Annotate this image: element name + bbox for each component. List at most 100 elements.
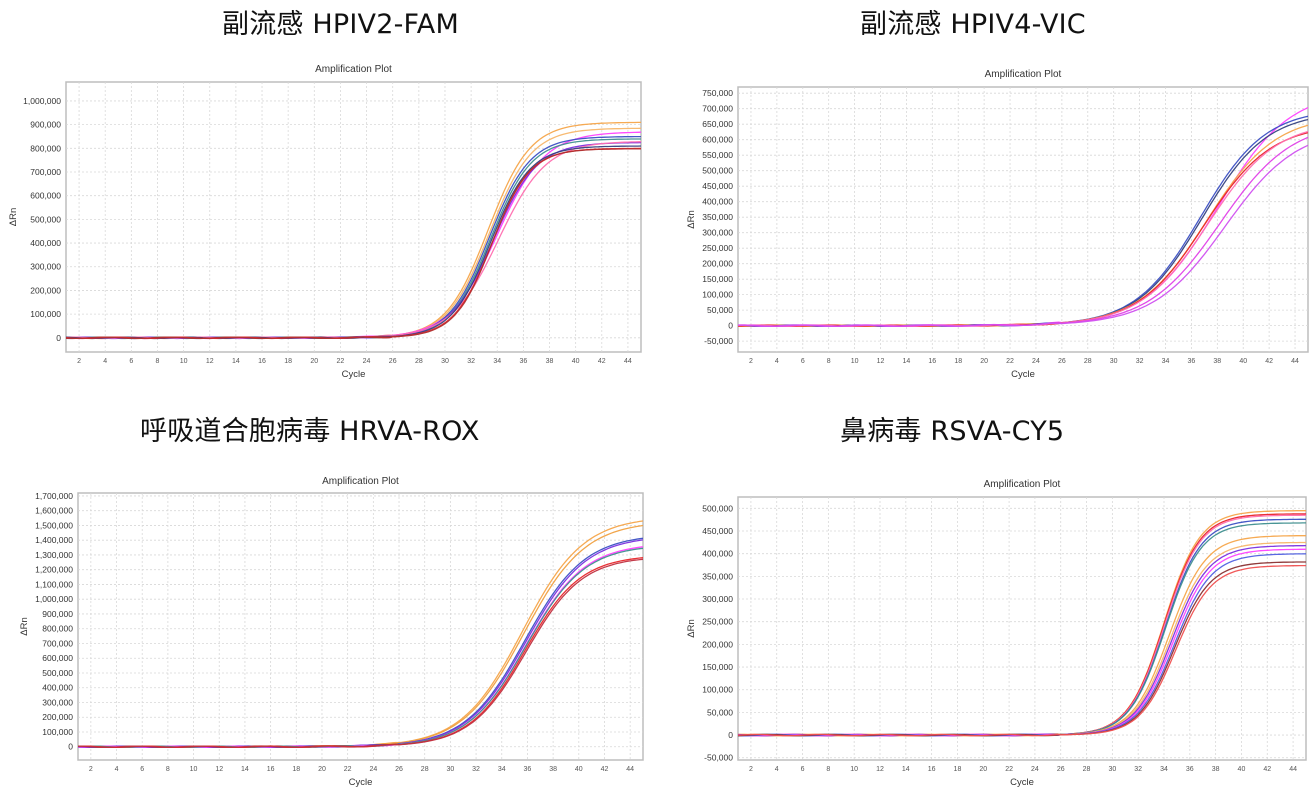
x-tick-label: 16 bbox=[258, 358, 266, 365]
x-tick-label: 42 bbox=[598, 358, 606, 365]
x-tick-label: 18 bbox=[954, 766, 962, 773]
x-tick-label: 10 bbox=[851, 358, 859, 365]
x-tick-label: 24 bbox=[363, 358, 371, 365]
plot-title: Amplification Plot bbox=[315, 64, 392, 75]
y-tick-label: 300,000 bbox=[42, 697, 73, 707]
y-tick-label: 0 bbox=[68, 742, 73, 752]
plot-title: Amplification Plot bbox=[322, 476, 399, 487]
x-axis-label: Cycle bbox=[342, 369, 366, 380]
y-tick-label: 1,000,000 bbox=[23, 96, 61, 106]
x-tick-label: 4 bbox=[115, 766, 119, 773]
x-tick-label: 18 bbox=[954, 358, 962, 365]
y-tick-label: 400,000 bbox=[30, 238, 61, 248]
x-tick-label: 12 bbox=[877, 358, 885, 365]
amplification-curves bbox=[78, 520, 643, 749]
y-tick-label: 600,000 bbox=[30, 191, 61, 201]
plot-area bbox=[737, 86, 1309, 353]
x-tick-label: 20 bbox=[979, 766, 987, 773]
amplification-curves bbox=[738, 510, 1306, 737]
x-tick-label: 4 bbox=[775, 358, 779, 365]
x-tick-label: 20 bbox=[980, 358, 988, 365]
y-tick-label: 200,000 bbox=[30, 285, 61, 295]
x-tick-label: 10 bbox=[850, 766, 858, 773]
y-tick-label: 100,000 bbox=[702, 685, 733, 695]
y-tick-label: 600,000 bbox=[42, 653, 73, 663]
x-tick-label: 28 bbox=[415, 358, 423, 365]
x-tick-label: 2 bbox=[749, 766, 753, 773]
y-axis-label: ΔRn bbox=[19, 617, 30, 636]
x-tick-label: 4 bbox=[103, 358, 107, 365]
x-tick-label: 32 bbox=[1134, 766, 1142, 773]
y-tick-label: 400,000 bbox=[42, 683, 73, 693]
y-tick-label: 50,000 bbox=[707, 707, 733, 717]
x-tick-label: 28 bbox=[1084, 358, 1092, 365]
curve-darkred-1 bbox=[66, 148, 641, 340]
y-tick-label: 700,000 bbox=[42, 638, 73, 648]
y-tick-label: -50,000 bbox=[704, 753, 733, 763]
y-tick-label: -50,000 bbox=[704, 336, 733, 346]
x-tick-label: 34 bbox=[498, 766, 506, 773]
y-tick-label: 50,000 bbox=[707, 305, 733, 315]
y-tick-label: 300,000 bbox=[30, 262, 61, 272]
x-tick-label: 20 bbox=[310, 358, 318, 365]
y-tick-label: 250,000 bbox=[702, 617, 733, 627]
y-tick-label: 0 bbox=[56, 333, 61, 343]
plot-area bbox=[737, 496, 1307, 761]
x-tick-label: 8 bbox=[166, 766, 170, 773]
x-tick-label: 8 bbox=[827, 358, 831, 365]
x-tick-label: 20 bbox=[318, 766, 326, 773]
x-tick-label: 22 bbox=[337, 358, 345, 365]
x-tick-label: 18 bbox=[284, 358, 292, 365]
x-tick-label: 16 bbox=[928, 766, 936, 773]
y-tick-label: 300,000 bbox=[702, 594, 733, 604]
y-tick-label: 450,000 bbox=[702, 181, 733, 191]
x-tick-label: 38 bbox=[549, 766, 557, 773]
x-tick-label: 32 bbox=[467, 358, 475, 365]
x-tick-label: 14 bbox=[903, 358, 911, 365]
y-tick-label: 150,000 bbox=[702, 662, 733, 672]
x-tick-label: 26 bbox=[1058, 358, 1066, 365]
x-tick-label: 26 bbox=[395, 766, 403, 773]
x-tick-label: 28 bbox=[421, 766, 429, 773]
y-tick-label: 1,300,000 bbox=[35, 550, 73, 560]
y-tick-label: 400,000 bbox=[702, 197, 733, 207]
x-tick-label: 6 bbox=[129, 358, 133, 365]
x-tick-label: 12 bbox=[215, 766, 223, 773]
x-tick-label: 44 bbox=[1289, 766, 1297, 773]
y-tick-label: 500,000 bbox=[30, 214, 61, 224]
grid-lines bbox=[66, 82, 641, 352]
y-tick-label: 1,700,000 bbox=[35, 491, 73, 501]
x-tick-label: 36 bbox=[1186, 766, 1194, 773]
x-tick-label: 34 bbox=[493, 358, 501, 365]
x-tick-label: 38 bbox=[1213, 358, 1221, 365]
x-tick-label: 26 bbox=[389, 358, 397, 365]
y-tick-label: 200,000 bbox=[702, 639, 733, 649]
x-tick-label: 24 bbox=[1031, 766, 1039, 773]
y-tick-label: 650,000 bbox=[702, 119, 733, 129]
x-tick-label: 36 bbox=[519, 358, 527, 365]
amplification-curves bbox=[66, 121, 641, 340]
x-tick-label: 4 bbox=[775, 766, 779, 773]
x-tick-label: 18 bbox=[292, 766, 300, 773]
y-tick-label: 600,000 bbox=[702, 135, 733, 145]
x-tick-label: 40 bbox=[572, 358, 580, 365]
y-tick-label: 1,100,000 bbox=[35, 579, 73, 589]
y-tick-label: 100,000 bbox=[702, 290, 733, 300]
x-tick-label: 34 bbox=[1160, 766, 1168, 773]
y-tick-label: 1,500,000 bbox=[35, 520, 73, 530]
y-tick-label: 1,200,000 bbox=[35, 565, 73, 575]
x-tick-label: 30 bbox=[1108, 766, 1116, 773]
x-tick-label: 28 bbox=[1083, 766, 1091, 773]
curve-red-2 bbox=[738, 564, 1306, 737]
y-axis-label: ΔRn bbox=[686, 619, 697, 638]
y-tick-label: 300,000 bbox=[702, 228, 733, 238]
y-tick-label: 450,000 bbox=[702, 526, 733, 536]
x-tick-label: 8 bbox=[826, 766, 830, 773]
x-tick-label: 32 bbox=[472, 766, 480, 773]
x-tick-label: 16 bbox=[928, 358, 936, 365]
x-tick-label: 44 bbox=[1291, 358, 1299, 365]
y-tick-label: 750,000 bbox=[702, 88, 733, 98]
x-tick-label: 30 bbox=[1110, 358, 1118, 365]
x-tick-label: 30 bbox=[446, 766, 454, 773]
x-tick-label: 6 bbox=[801, 358, 805, 365]
